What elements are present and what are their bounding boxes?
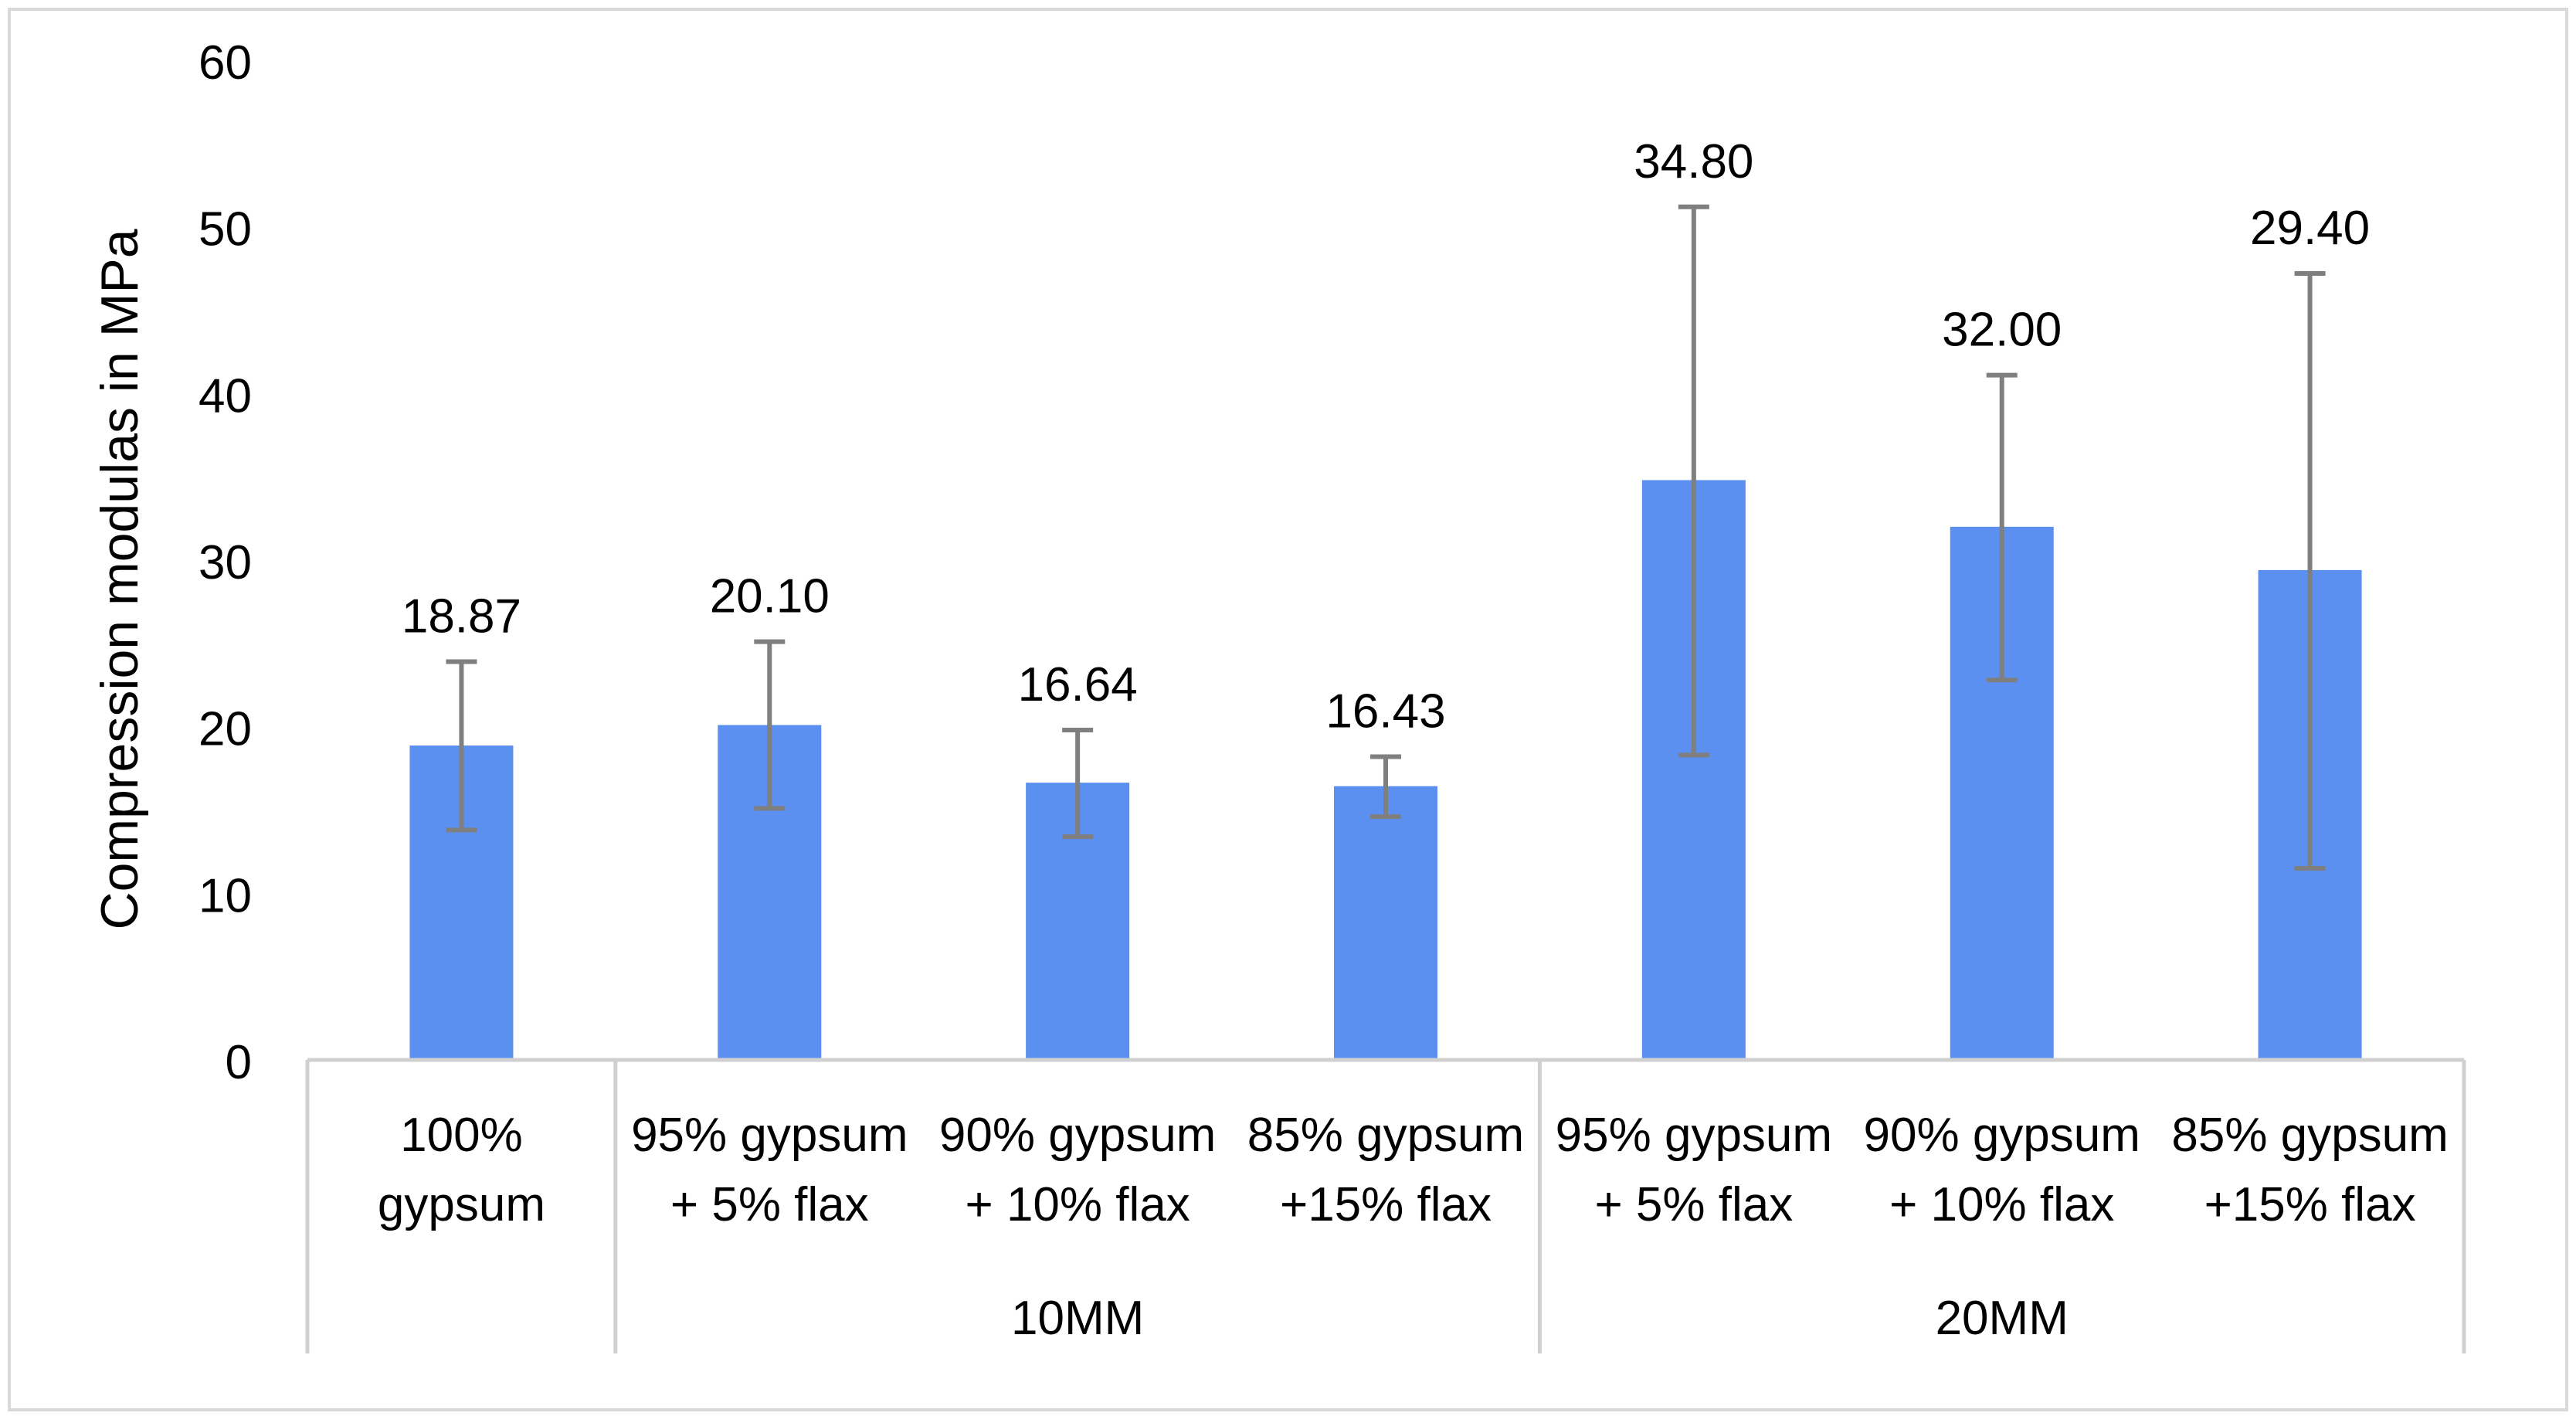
x-axis: 100% gypsum 95% gypsum + 5% flax 90% gypsum +… bbox=[305, 1058, 2466, 1353]
data-labels: 18.87 20.10 16.64 16.43 34.80 32.00 29.40 bbox=[402, 135, 2370, 739]
data-label: 16.43 bbox=[1325, 684, 1445, 738]
data-label: 16.64 bbox=[1018, 658, 1138, 712]
x-tick-label: 100% bbox=[400, 1109, 523, 1162]
x-tick-label: 95% gypsum bbox=[1556, 1109, 1832, 1162]
x-tick-label: +15% flax bbox=[1280, 1178, 1492, 1231]
chart-border bbox=[8, 8, 2568, 1411]
x-tick-label: + 10% flax bbox=[966, 1178, 1190, 1231]
data-label: 32.00 bbox=[1942, 304, 2062, 357]
x-tick-label: + 5% flax bbox=[670, 1178, 869, 1231]
x-tick-label: 90% gypsum bbox=[1864, 1109, 2140, 1162]
y-tick-label: 30 bbox=[199, 536, 252, 589]
y-tick-label: 10 bbox=[199, 869, 252, 922]
group-label: 10MM bbox=[1011, 1292, 1144, 1345]
error-bar bbox=[1370, 754, 1401, 820]
y-tick-label: 40 bbox=[199, 369, 252, 423]
error-bar bbox=[446, 659, 477, 833]
x-tick-label: gypsum bbox=[378, 1178, 545, 1231]
y-axis-title: Compression modulas in MPa bbox=[90, 229, 149, 929]
error-bar bbox=[1986, 372, 2018, 683]
x-tick-label: 95% gypsum bbox=[631, 1109, 908, 1162]
y-axis: 0 10 20 30 40 50 60 bbox=[199, 36, 252, 1089]
error-bars bbox=[446, 204, 2326, 871]
data-label: 18.87 bbox=[402, 590, 521, 644]
error-bar bbox=[1062, 727, 1094, 840]
error-bar bbox=[2294, 271, 2326, 871]
y-tick-label: 20 bbox=[199, 703, 252, 756]
x-tick-label: 85% gypsum bbox=[1247, 1109, 1524, 1162]
y-tick-label: 60 bbox=[199, 36, 252, 90]
data-label: 20.10 bbox=[710, 570, 830, 623]
bar bbox=[1334, 786, 1437, 1060]
x-tick-label: + 5% flax bbox=[1594, 1178, 1793, 1231]
y-tick-label: 50 bbox=[199, 203, 252, 256]
data-label: 34.80 bbox=[1634, 135, 1753, 188]
error-bar bbox=[754, 639, 786, 811]
x-tick-label: + 10% flax bbox=[1889, 1178, 2114, 1231]
y-tick-label: 0 bbox=[226, 1036, 252, 1089]
x-tick-label: +15% flax bbox=[2204, 1178, 2416, 1231]
data-label: 29.40 bbox=[2250, 202, 2370, 255]
x-tick-label: 90% gypsum bbox=[939, 1109, 1216, 1162]
x-tick-label: 85% gypsum bbox=[2171, 1109, 2448, 1162]
group-label: 20MM bbox=[1936, 1292, 2069, 1345]
error-bar bbox=[1678, 204, 1709, 758]
